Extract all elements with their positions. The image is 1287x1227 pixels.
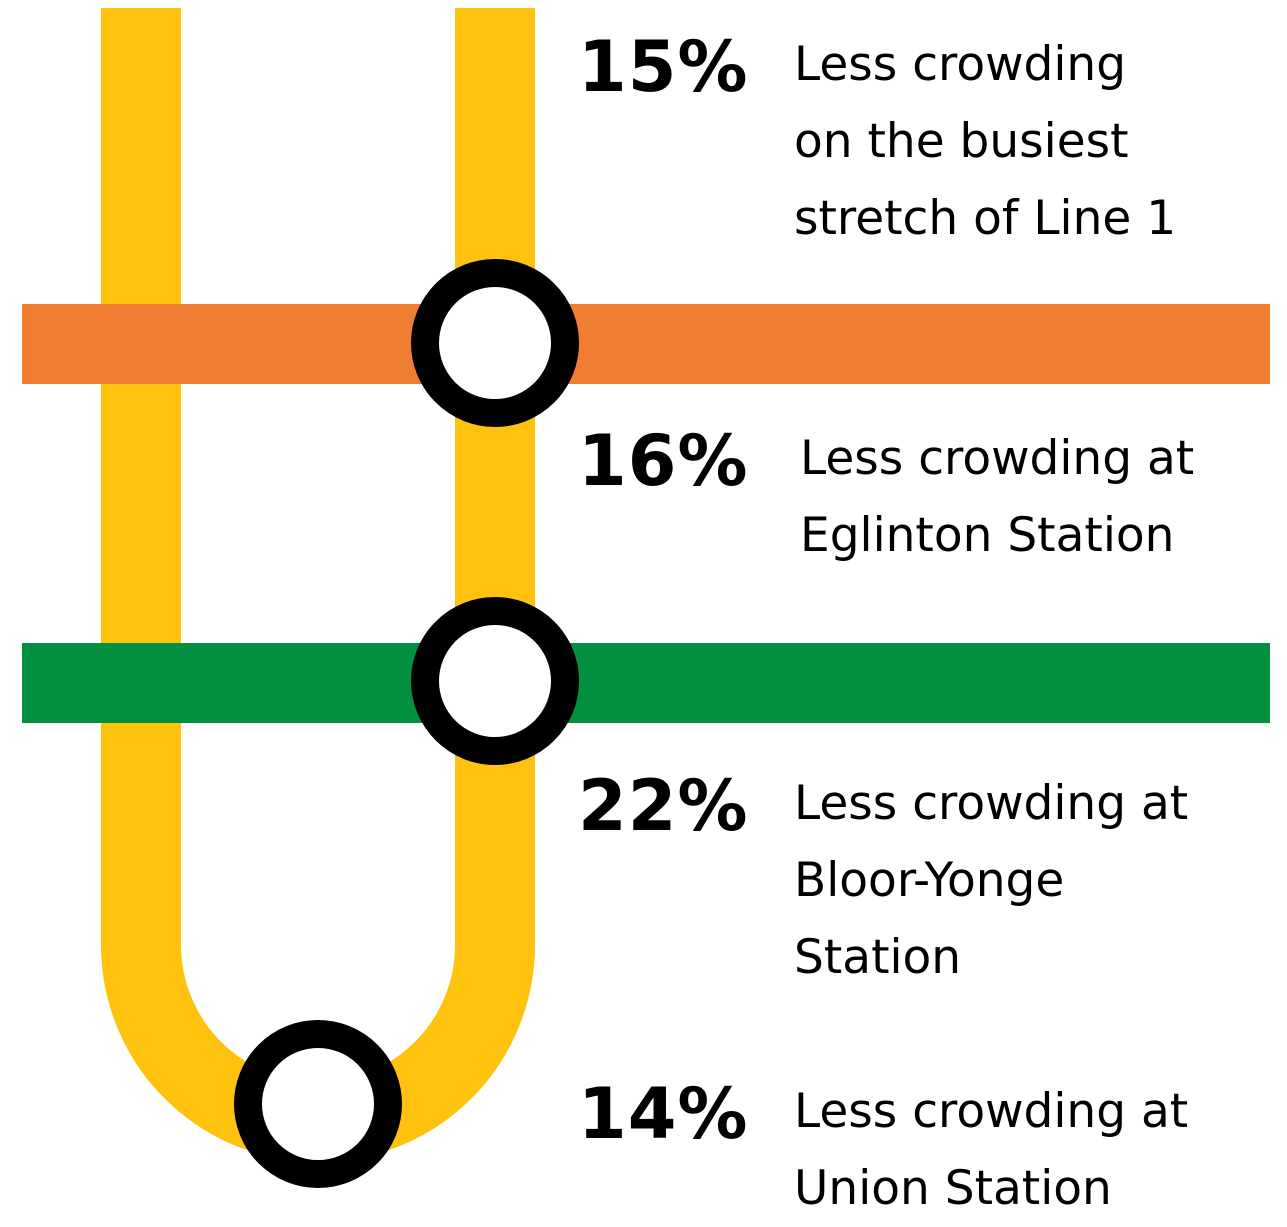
- stat-description-line: Station: [794, 930, 962, 985]
- line-2-green-route: [22, 643, 1270, 723]
- stat-percent: 15%: [578, 26, 749, 108]
- stat-description-line: Less crowding: [794, 37, 1127, 92]
- stat-description-line: Less crowding at: [794, 776, 1189, 831]
- stat-union-station: 14% Less crowding at Union Station: [578, 1073, 1278, 1227]
- stat-description: Less crowding at Union Station: [794, 1073, 1188, 1227]
- stat-description-line: Less crowding at: [800, 431, 1195, 486]
- station-union: [234, 1020, 402, 1188]
- stat-description: Less crowding at Eglinton Station: [800, 420, 1194, 574]
- stat-eglinton-station: 16% Less crowding at Eglinton Station: [578, 420, 1278, 574]
- stat-percent: 16%: [578, 420, 749, 502]
- stat-bloor-yonge-station: 22% Less crowding at Bloor-Yonge Station: [578, 765, 1278, 996]
- stat-description-line: on the busiest: [794, 114, 1129, 169]
- stat-percent: 14%: [578, 1073, 749, 1155]
- line-5-orange-route: [22, 304, 1270, 384]
- stat-description-line: Union Station: [794, 1161, 1112, 1216]
- stat-percent: 22%: [578, 765, 749, 847]
- stat-description-line: Eglinton Station: [800, 508, 1175, 563]
- stat-busiest-stretch: 15% Less crowding on the busiest stretch…: [578, 26, 1278, 257]
- stat-description-line: Bloor-Yonge: [794, 853, 1065, 908]
- stat-description: Less crowding on the busiest stretch of …: [794, 26, 1176, 257]
- line-1-yellow-route: [101, 8, 535, 1162]
- stat-description: Less crowding at Bloor-Yonge Station: [794, 765, 1188, 996]
- station-eglinton: [411, 259, 579, 427]
- stat-description-line: stretch of Line 1: [794, 191, 1177, 246]
- stat-description-line: Less crowding at: [794, 1084, 1189, 1139]
- station-bloor-yonge: [411, 597, 579, 765]
